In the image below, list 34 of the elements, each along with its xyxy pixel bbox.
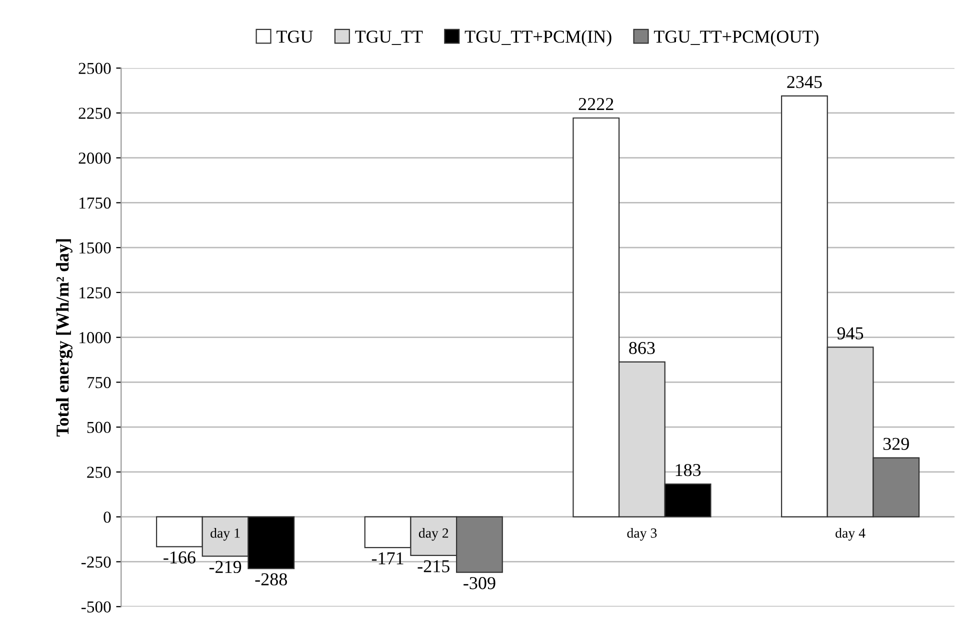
data-label: -288: [255, 573, 287, 586]
y-tick-label: 1250: [80, 287, 111, 298]
y-tick-label: 2000: [78, 152, 111, 164]
y-tick-label: -250: [81, 556, 111, 568]
data-label: 863: [629, 342, 655, 354]
legend-label: TGU_TT: [355, 30, 423, 45]
y-tick-label: 500: [87, 422, 111, 434]
data-label: -215: [418, 560, 450, 572]
data-label: 183: [676, 464, 701, 476]
y-tick-label: 1500: [80, 242, 111, 254]
legend-label: TGU_TT+PCM(IN): [464, 30, 612, 46]
y-tick-label: 1750: [80, 197, 111, 209]
legend-label: TGU: [276, 30, 313, 43]
x-tick-label: day 2: [418, 528, 448, 541]
data-label: 2222: [578, 98, 614, 110]
y-tick-label: 0: [104, 512, 111, 523]
y-tick-label: 2500: [78, 62, 111, 74]
data-label: -219: [209, 560, 242, 574]
y-tick-label: 250: [87, 466, 111, 478]
data-label: -171: [372, 552, 404, 564]
x-tick-label: day 3: [627, 528, 657, 541]
data-label: -166: [164, 551, 196, 564]
y-tick-label: 2250: [78, 108, 111, 119]
legend-label: TGU_TT+PCM(OUT): [654, 30, 818, 46]
data-label: -309: [464, 577, 496, 590]
data-label: 2345: [787, 76, 822, 88]
y-tick-label: 1000: [80, 332, 111, 344]
x-tick-label: day 4: [836, 528, 866, 541]
y-tick-label: -500: [81, 601, 111, 613]
data-label: 945: [837, 327, 864, 340]
y-axis-title: Total energy [Wh/m² day]: [56, 239, 73, 436]
y-tick-label: 750: [88, 376, 111, 388]
data-label: 329: [883, 438, 909, 450]
x-tick-label: day 1: [210, 528, 240, 541]
